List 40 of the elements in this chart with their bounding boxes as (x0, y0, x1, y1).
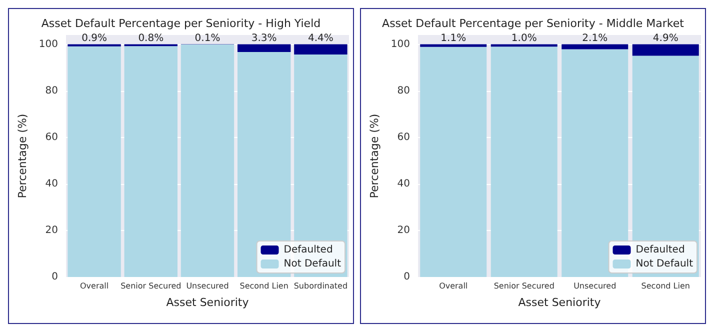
y-tick-label: 20 (45, 224, 58, 236)
data-label: 1.1% (440, 32, 466, 44)
x-tick-label: Overall (80, 282, 109, 290)
chart-title: Asset Default Percentage per Seniority - Middle Market (382, 17, 685, 30)
y-axis-title: Percentage (%) (16, 114, 29, 198)
x-tick-label: Second Lien (240, 282, 288, 290)
y-tick-label: 0 (52, 272, 58, 282)
data-label: 3.3% (251, 32, 277, 44)
x-tick-label: Unsecured (186, 282, 229, 290)
y-tick-label: 40 (397, 178, 410, 190)
x-tick-label: Subordinated (294, 282, 348, 290)
y-tick-label: 100 (38, 38, 58, 50)
data-label: 2.1% (582, 32, 608, 44)
chart-title: Asset Default Percentage per Seniority - High Yield (41, 17, 321, 30)
data-label: 1.0% (511, 32, 537, 44)
y-axis-title: Percentage (%) (368, 114, 381, 198)
data-label: 4.9% (652, 32, 678, 44)
y-tick-label: 80 (397, 85, 410, 96)
y-tick-label: 60 (397, 132, 410, 143)
data-label: 0.1% (194, 32, 220, 44)
legend-label: Defaulted (284, 244, 333, 256)
legend-label: Not Default (284, 258, 342, 270)
y-tick-label: 100 (390, 38, 410, 50)
y-tick-label: 20 (397, 224, 410, 236)
x-tick-label: Senior Secured (120, 282, 182, 290)
data-label: 0.8% (138, 32, 164, 44)
y-tick-label: 0 (404, 272, 410, 282)
data-label: 0.9% (82, 32, 107, 44)
x-tick-label: Senior Secured (494, 282, 554, 290)
x-tick-label: Unsecured (574, 282, 616, 290)
y-tick-label: 80 (45, 85, 58, 96)
y-tick-label: 60 (45, 132, 58, 143)
x-axis-title: Asset Seniority (518, 296, 602, 309)
data-label: 4.4% (308, 32, 334, 44)
legend-label: Not Default (636, 258, 694, 270)
y-tick-label: 40 (45, 178, 58, 190)
x-tick-label: Second Lien (641, 282, 690, 290)
x-tick-label: Overall (439, 282, 468, 290)
x-axis-title: Asset Seniority (166, 296, 250, 309)
legend-label: Defaulted (636, 244, 685, 256)
